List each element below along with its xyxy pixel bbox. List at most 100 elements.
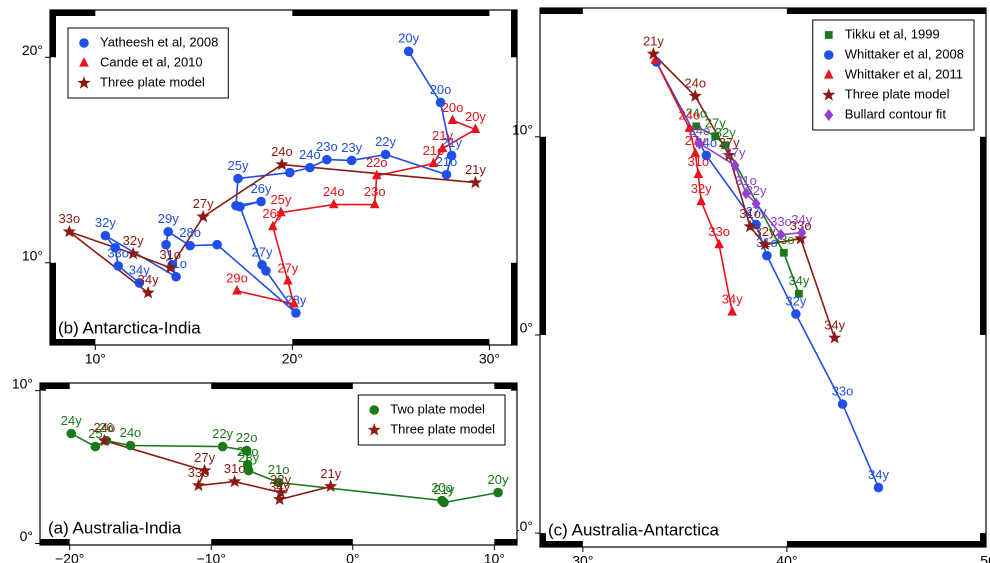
data-point — [722, 148, 736, 161]
data-point — [693, 168, 704, 179]
point-label: 29y — [158, 211, 179, 226]
frame-band — [50, 10, 96, 16]
legend-marker — [824, 109, 834, 121]
x-tick-label: 30° — [572, 553, 593, 563]
data-point — [256, 196, 266, 207]
data-point — [779, 248, 788, 257]
y-tick-label: 0° — [20, 528, 33, 544]
point-label: 21y — [432, 128, 453, 143]
x-tick-label: −10° — [197, 551, 226, 563]
legend-label: Three plate model — [845, 86, 950, 101]
data-point — [196, 209, 210, 223]
point-label: 28o — [179, 225, 201, 240]
data-point — [646, 47, 660, 60]
point-label: 31o — [224, 461, 246, 476]
data-point — [243, 465, 254, 476]
point-label: 25y — [227, 158, 248, 173]
data-point — [285, 167, 295, 178]
data-point — [696, 195, 706, 206]
data-point — [62, 224, 76, 238]
data-point — [711, 132, 720, 141]
data-point — [261, 266, 271, 276]
data-point — [701, 150, 712, 161]
legend-label: Bullard contour fit — [845, 106, 947, 121]
data-point — [328, 198, 339, 209]
point-label: 23o — [364, 184, 386, 199]
point-label: 33o — [708, 224, 730, 239]
point-label: 29o — [226, 270, 248, 285]
point-label: 21y — [320, 466, 341, 481]
data-point — [441, 169, 452, 180]
point-label: 21y — [441, 135, 462, 150]
point-label: 25y — [270, 192, 291, 207]
data-point — [730, 159, 740, 172]
plot-layer: 24o27y32y33o34y24o27y31o32y33o34y24o27y3… — [643, 33, 889, 493]
data-point — [276, 206, 286, 217]
point-label: 24o — [685, 106, 707, 121]
data-point — [291, 308, 301, 318]
legend-marker — [822, 88, 836, 101]
frame-band — [494, 539, 517, 545]
data-point — [493, 487, 503, 498]
frame-band — [511, 383, 517, 391]
point-label: 23y — [238, 450, 259, 465]
data-point — [134, 278, 145, 288]
point-label: 32y — [95, 215, 116, 230]
data-point — [380, 149, 391, 160]
data-point — [688, 89, 702, 102]
point-label: 27y — [277, 260, 298, 275]
data-point — [371, 169, 382, 180]
data-point — [283, 274, 293, 285]
point-label: 22y — [212, 426, 233, 441]
data-point — [161, 239, 171, 250]
frame-band — [292, 10, 490, 16]
data-point — [437, 142, 448, 153]
point-label: 33o — [188, 465, 210, 480]
frame-band — [511, 10, 517, 58]
point-label: 21y — [465, 162, 486, 177]
frame-band — [50, 339, 96, 345]
point-label: 34y — [138, 272, 159, 287]
y-tick-label: 10° — [22, 247, 43, 263]
point-label: 21y — [643, 33, 664, 48]
point-label: 31o — [159, 247, 181, 262]
data-point — [212, 239, 222, 250]
data-point — [758, 237, 772, 251]
y-tick-label: 10° — [512, 122, 533, 138]
frame-band — [980, 136, 986, 335]
legend-label: Two plate model — [390, 401, 485, 416]
point-label: 31o — [739, 206, 761, 221]
panel-annotation: (b) Antarctica-India — [58, 318, 201, 337]
data-point — [776, 228, 786, 241]
data-point — [97, 433, 111, 447]
point-label: 24o — [120, 425, 142, 440]
point-label: 34y — [722, 291, 743, 306]
data-point — [126, 246, 140, 260]
data-point — [435, 97, 446, 108]
legend-marker — [824, 31, 833, 39]
legend: Yatheesh et al, 2008 Cande et al, 2010 Thr… — [67, 27, 229, 99]
data-point — [727, 305, 737, 316]
data-point — [273, 492, 287, 505]
point-label: 27y — [746, 204, 767, 219]
point-label: 24o — [323, 184, 345, 199]
legend-marker — [79, 57, 89, 67]
point-label: 32y — [785, 293, 806, 308]
x-tick-label: 0° — [346, 551, 359, 563]
point-label: 20y — [465, 109, 486, 124]
point-label: 26y — [251, 181, 272, 196]
frame-band — [511, 262, 517, 345]
point-label: 20o — [442, 100, 464, 115]
data-point — [797, 226, 807, 239]
legend-box — [812, 19, 975, 131]
frame-band — [211, 539, 353, 545]
panel-annotation: (c) Australia-Antarctica — [548, 520, 720, 539]
data-point — [447, 114, 458, 124]
point-label: 22y — [375, 134, 396, 149]
point-label: 32y — [123, 233, 144, 248]
data-point — [273, 477, 284, 488]
frame-band — [40, 383, 46, 391]
y-tick-label: 20° — [22, 42, 43, 58]
x-tick-label: 40° — [776, 553, 797, 563]
point-label: 27y — [705, 116, 726, 131]
